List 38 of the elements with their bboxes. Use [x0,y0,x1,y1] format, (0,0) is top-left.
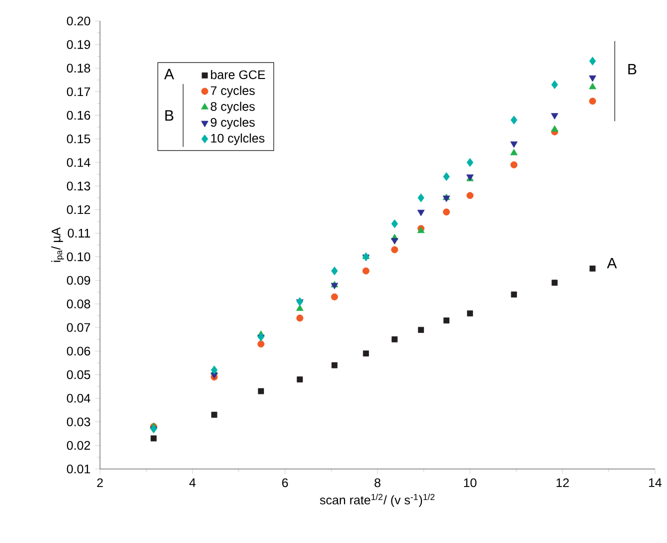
y-tick-label: 0.07 [66,323,90,332]
legend-label: bare GCE [211,70,266,80]
x-tick-label: 4 [189,478,196,487]
y-axis-title: i$_{pa}$/ µA [51,227,64,262]
y-tick-label: 0.06 [66,346,90,356]
legend-label: 8 cycles [210,102,255,114]
y-tick-label: 0.17 [66,87,90,96]
y-tick-label: 0.10 [66,252,90,262]
x-tick-label: 8 [374,478,380,488]
y-tick-label: 0.04 [66,394,90,403]
y-tick-label: 0.16 [66,110,90,120]
annotation: B [165,110,174,121]
legend-label: 10 cylcles [211,133,264,146]
y-tick-label: 0.19 [66,40,90,49]
legend-label: 7 cycles [210,86,255,98]
y-tick-label: 0.14 [66,158,90,167]
annotation: B [628,64,636,74]
x-tick-label: 10 [464,478,476,488]
y-tick-label: 0.15 [66,134,90,144]
y-tick-label: 0.11 [68,228,90,238]
annotation: A [606,258,617,268]
x-tick-label: 6 [282,478,288,488]
annotation: A [164,68,174,80]
y-tick-label: 0.12 [66,205,90,214]
y-tick-label: 0.03 [66,417,90,426]
x-tick-label: 12 [556,478,569,488]
y-tick-label: 0.09 [66,276,90,285]
x-tick-label: 2 [97,478,103,488]
y-tick-label: 0.13 [66,182,90,190]
y-tick-label: 0.08 [66,300,90,308]
y-tick-label: 0.18 [66,64,90,73]
y-tick-label: 0.05 [66,370,90,380]
x-tick-label: 14 [649,478,662,487]
legend-label: 9 cycles [210,118,255,130]
x-axis-title: scan rate$^{1/2}$/ (v s$^{-1}$)$^{1/2}$ [320,494,434,507]
y-tick-label: 0.01 [66,464,90,474]
y-tick-label: 0.02 [66,441,90,450]
y-tick-label: 0.20 [66,16,90,26]
